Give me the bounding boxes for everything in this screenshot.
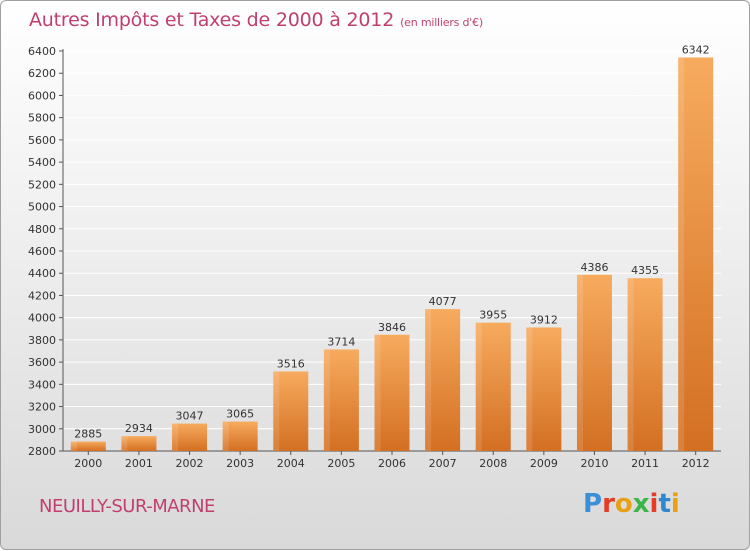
x-tick-label: 2001 — [125, 457, 153, 470]
bar — [323, 349, 359, 451]
y-tick-label: 2800 — [28, 445, 56, 458]
y-tick-label: 4600 — [28, 245, 56, 258]
x-tick-label: 2006 — [378, 457, 406, 470]
proxiti-logo[interactable]: Proxiti — [583, 489, 680, 519]
data-label: 4077 — [429, 295, 457, 308]
y-tick-label: 4000 — [28, 312, 56, 325]
bar — [374, 334, 410, 451]
x-tick-label: 2004 — [277, 457, 305, 470]
logo-letter: x — [632, 489, 650, 519]
y-tick-label: 3000 — [28, 423, 56, 436]
bar — [172, 423, 208, 451]
bar-highlight — [121, 436, 128, 451]
data-label: 6342 — [682, 43, 710, 56]
chart-title: Autres Impôts et Taxes de 2000 à 2012 — [29, 9, 395, 31]
bar — [627, 278, 663, 451]
y-tick-label: 3200 — [28, 401, 56, 414]
bar-highlight — [526, 327, 533, 451]
bar — [273, 371, 309, 451]
x-tick-label: 2003 — [226, 457, 254, 470]
bar-highlight — [374, 334, 381, 451]
data-label: 3047 — [176, 410, 204, 423]
bar — [70, 441, 106, 451]
chart-unit: (en milliers d'€) — [400, 16, 483, 29]
y-tick-labels: 2800 3000 3200 3400 3600 3800 4000 4200 4400 4600… — [28, 45, 56, 458]
x-tick-label: 2007 — [429, 457, 457, 470]
x-tick-label: 2000 — [74, 457, 102, 470]
x-tick-label: 2011 — [631, 457, 659, 470]
data-label: 3846 — [378, 321, 406, 334]
y-tick-label: 5400 — [28, 156, 56, 169]
x-tick-label: 2005 — [327, 457, 355, 470]
y-tick-label: 4400 — [28, 267, 56, 280]
bar — [121, 436, 157, 451]
x-tick-label: 2002 — [176, 457, 204, 470]
y-tick-label: 4200 — [28, 289, 56, 302]
logo-letter: i — [649, 489, 659, 519]
bar — [222, 421, 258, 451]
x-tick-label: 2009 — [530, 457, 558, 470]
y-tick-label: 3400 — [28, 378, 56, 391]
bar-highlight — [475, 322, 482, 451]
bar-highlight — [273, 371, 280, 451]
y-tick-label: 6400 — [28, 45, 56, 58]
bar-highlight — [627, 278, 634, 451]
data-label: 3714 — [327, 335, 355, 348]
x-tick-labels: 2000 2001 2002 2003 2004 2005 2006 2007 2008 2009… — [74, 457, 709, 470]
y-tick-label: 6000 — [28, 89, 56, 102]
logo-letter: o — [614, 489, 633, 519]
bar-highlight — [678, 57, 685, 451]
y-tick-label: 5200 — [28, 178, 56, 191]
data-label: 3065 — [226, 408, 254, 421]
y-tick-label: 3600 — [28, 356, 56, 369]
y-tick-label: 5800 — [28, 112, 56, 125]
bar — [526, 327, 562, 451]
logo-letter: P — [583, 489, 603, 519]
y-tick-label: 3800 — [28, 334, 56, 347]
x-tick-label: 2008 — [479, 457, 507, 470]
data-label: 4355 — [631, 264, 659, 277]
data-labels: 2885 2934 3047 3065 3516 3714 3846 4077 3955 3912… — [74, 43, 709, 440]
x-tick-label: 2010 — [580, 457, 608, 470]
data-label: 2885 — [74, 428, 102, 441]
data-label: 3955 — [479, 309, 507, 322]
x-tick-label: 2012 — [682, 457, 710, 470]
y-tick-label: 4800 — [28, 223, 56, 236]
y-tick-label: 6200 — [28, 67, 56, 80]
bar — [576, 274, 612, 451]
bar — [425, 309, 461, 451]
data-label: 3516 — [277, 357, 305, 370]
data-label: 3912 — [530, 313, 558, 326]
logo-letter: t — [658, 489, 671, 519]
bars — [70, 57, 714, 451]
chart-title-block: Autres Impôts et Taxes de 2000 à 2012 (en… — [29, 9, 483, 31]
logo-letter: i — [670, 489, 680, 519]
bar-highlight — [70, 441, 77, 451]
bar — [475, 322, 511, 451]
data-label: 2934 — [125, 422, 153, 435]
logo-letter: r — [602, 489, 615, 519]
y-tick-label: 5000 — [28, 201, 56, 214]
y-tick-label: 5600 — [28, 134, 56, 147]
bar-highlight — [323, 349, 330, 451]
bar-highlight — [172, 423, 179, 451]
bar-highlight — [576, 274, 583, 451]
bar-highlight — [425, 309, 432, 451]
location-name: NEUILLY-SUR-MARNE — [39, 496, 215, 517]
bar-highlight — [222, 421, 229, 451]
data-label: 4386 — [580, 261, 608, 274]
bar — [678, 57, 714, 451]
